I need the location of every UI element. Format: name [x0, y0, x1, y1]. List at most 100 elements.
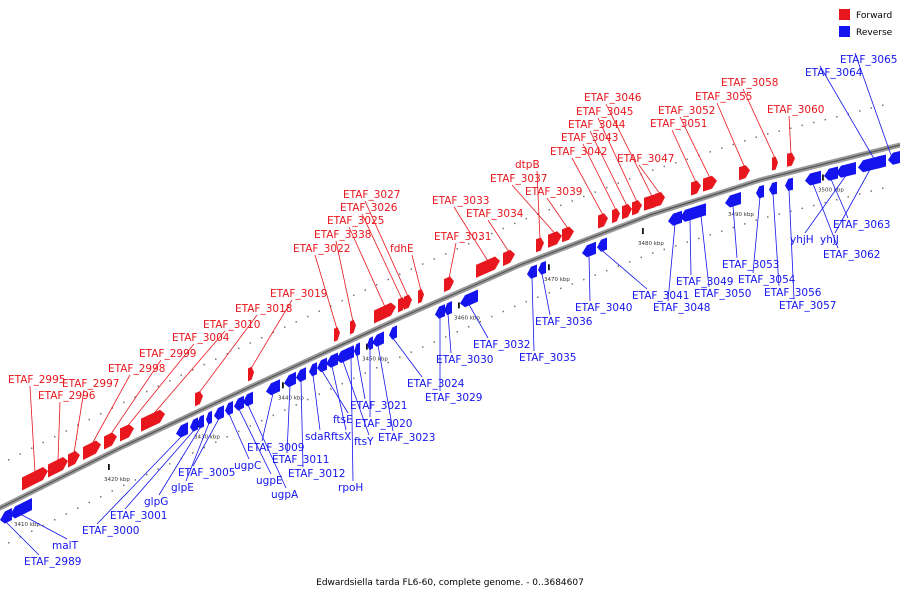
gene-label[interactable]: ETAF_3036: [535, 316, 593, 328]
gene-label[interactable]: ETAF_3030: [436, 354, 493, 366]
gene-arrow-forward[interactable]: [104, 432, 117, 450]
gene-arrow-forward[interactable]: [691, 180, 701, 196]
gene-label[interactable]: ETAF_3053: [722, 259, 779, 271]
gene-arrow-forward[interactable]: [374, 302, 396, 324]
gene-arrow-reverse[interactable]: [805, 170, 821, 186]
gene-arrow-forward[interactable]: [536, 237, 544, 253]
gene-label[interactable]: ETAF_3054: [738, 274, 796, 286]
gene-label[interactable]: ETAF_3050: [694, 288, 751, 300]
gene-label[interactable]: ETAF_3009: [247, 442, 304, 454]
gene-label[interactable]: ETAF_3040: [575, 302, 632, 314]
gene-label[interactable]: ETAF_3005: [178, 467, 235, 479]
gene-arrow-reverse[interactable]: [197, 414, 204, 429]
gene-label[interactable]: ETAF_3022: [293, 243, 350, 255]
gene-label[interactable]: ETAF_3051: [650, 118, 707, 130]
gene-arrow-reverse[interactable]: [538, 261, 546, 275]
gene-label[interactable]: ugpC: [234, 460, 261, 472]
gene-label[interactable]: ETAF_3043: [561, 132, 618, 144]
gene-arrow-forward[interactable]: [48, 457, 68, 478]
gene-arrow-reverse[interactable]: [435, 304, 445, 319]
gene-arrow-forward[interactable]: [444, 276, 454, 293]
gene-arrow-forward[interactable]: [120, 424, 134, 442]
gene-label[interactable]: ugpA: [271, 489, 299, 501]
gene-label[interactable]: malT: [52, 540, 79, 552]
gene-arrow-forward[interactable]: [612, 208, 620, 224]
gene-label[interactable]: ETAF_3026: [340, 202, 398, 214]
gene-arrow-reverse[interactable]: [214, 405, 224, 420]
gene-label[interactable]: ETAF_3065: [840, 54, 897, 66]
gene-arrow-reverse[interactable]: [756, 185, 764, 199]
gene-arrow-reverse[interactable]: [372, 331, 384, 347]
gene-label[interactable]: ETAF_2997: [62, 378, 119, 390]
gene-label[interactable]: ETAF_3042: [550, 146, 607, 158]
gene-arrow-reverse[interactable]: [824, 166, 838, 181]
gene-arrow-reverse[interactable]: [317, 357, 327, 373]
gene-label[interactable]: ETAF_2998: [108, 363, 165, 375]
gene-label[interactable]: ftsE: [333, 414, 353, 426]
gene-label[interactable]: dtpB: [515, 159, 540, 171]
gene-arrow-reverse[interactable]: [785, 177, 793, 191]
gene-label[interactable]: ETAF_3027: [343, 189, 400, 201]
gene-arrow-reverse[interactable]: [176, 422, 188, 438]
gene-arrow-forward[interactable]: [68, 450, 80, 468]
gene-arrow-forward[interactable]: [195, 391, 203, 407]
gene-label[interactable]: ETAF_3049: [676, 276, 733, 288]
gene-label[interactable]: sdaR: [305, 431, 331, 443]
gene-arrow-reverse[interactable]: [668, 210, 682, 226]
gene-label[interactable]: ftsY: [354, 436, 374, 448]
gene-label[interactable]: ETAF_3000: [82, 525, 139, 537]
gene-arrow-forward[interactable]: [476, 256, 500, 278]
gene-label[interactable]: ETAF_3031: [434, 231, 491, 243]
gene-label[interactable]: ETAF_3338: [314, 229, 371, 241]
gene-label[interactable]: ETAF_3023: [378, 432, 435, 444]
gene-label[interactable]: ETAF_2996: [38, 390, 96, 402]
gene-arrow-forward[interactable]: [141, 409, 165, 432]
gene-arrow-reverse[interactable]: [680, 205, 700, 222]
gene-arrow-reverse[interactable]: [336, 347, 350, 364]
gene-label[interactable]: ETAF_3021: [350, 400, 407, 412]
gene-label[interactable]: ftsX: [331, 431, 351, 443]
gene-arrow-forward[interactable]: [787, 152, 795, 167]
gene-label[interactable]: ETAF_3046: [584, 92, 642, 104]
gene-label[interactable]: ETAF_3004: [172, 332, 230, 344]
gene-arrow-forward[interactable]: [503, 249, 515, 266]
gene-arrow-reverse[interactable]: [10, 498, 32, 519]
gene-label[interactable]: ETAF_3047: [617, 153, 674, 165]
gene-label[interactable]: ETAF_3064: [805, 67, 863, 79]
gene-label[interactable]: ETAF_3045: [576, 106, 633, 118]
gene-label[interactable]: ETAF_3010: [203, 319, 260, 331]
gene-arrow-reverse[interactable]: [243, 391, 253, 407]
gene-arrow-reverse[interactable]: [234, 395, 244, 411]
gene-arrow-reverse[interactable]: [725, 192, 741, 208]
gene-arrow-reverse[interactable]: [354, 342, 360, 357]
gene-arrow-reverse[interactable]: [872, 154, 886, 169]
gene-arrow-forward[interactable]: [598, 213, 608, 229]
gene-arrow-forward[interactable]: [548, 231, 562, 248]
gene-arrow-reverse[interactable]: [696, 203, 706, 218]
gene-arrow-reverse[interactable]: [266, 379, 280, 396]
gene-label[interactable]: ETAF_3033: [432, 195, 489, 207]
gene-label[interactable]: ETAF_3025: [327, 215, 384, 227]
gene-arrow-reverse[interactable]: [582, 241, 596, 258]
gene-label[interactable]: rpoH: [338, 482, 363, 494]
gene-label[interactable]: ETAF_3011: [272, 454, 329, 466]
gene-label[interactable]: fdhE: [390, 243, 414, 255]
gene-arrow-reverse[interactable]: [597, 237, 607, 252]
gene-label[interactable]: ETAF_3063: [833, 219, 890, 231]
gene-label[interactable]: ETAF_3055: [695, 91, 752, 103]
gene-label[interactable]: ETAF_3057: [779, 300, 836, 312]
gene-label[interactable]: ETAF_3052: [658, 105, 715, 117]
gene-label[interactable]: glpG: [144, 496, 168, 508]
gene-arrow-forward[interactable]: [632, 200, 642, 216]
gene-arrow-forward[interactable]: [562, 226, 574, 243]
gene-label[interactable]: ETAF_3032: [473, 339, 530, 351]
gene-label[interactable]: glpE: [171, 482, 194, 494]
gene-label[interactable]: yhjJ: [820, 234, 839, 246]
gene-label[interactable]: ETAF_3056: [764, 287, 822, 299]
gene-label[interactable]: ETAF_3024: [407, 378, 465, 390]
gene-arrow-reverse[interactable]: [769, 181, 777, 195]
gene-arrow-forward[interactable]: [83, 440, 101, 461]
gene-arrow-reverse[interactable]: [888, 151, 900, 165]
gene-label[interactable]: ETAF_3060: [767, 104, 824, 116]
gene-arrow-reverse[interactable]: [460, 289, 478, 308]
